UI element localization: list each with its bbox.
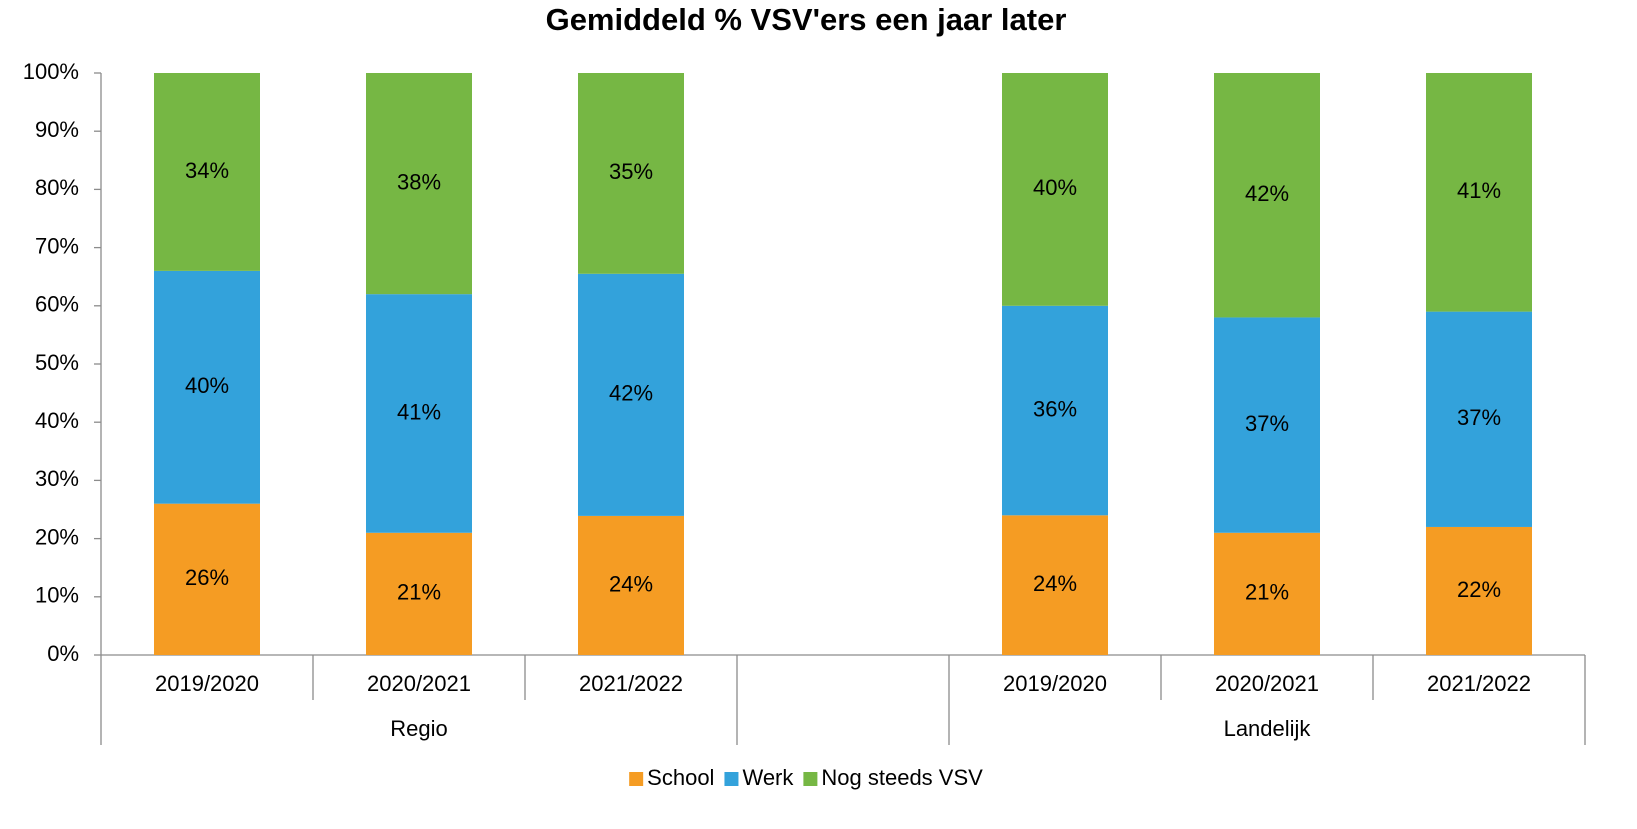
y-tick-label: 80% xyxy=(35,175,79,200)
bar-segment xyxy=(1002,515,1108,655)
y-tick-label: 50% xyxy=(35,350,79,375)
value-label: 41% xyxy=(397,399,441,424)
bar-segment xyxy=(1426,526,1532,655)
value-label: 38% xyxy=(397,169,441,194)
chart-title: Gemiddeld % VSV'ers een jaar later xyxy=(546,2,1067,37)
legend-label: Nog steeds VSV xyxy=(821,765,983,790)
value-label: 37% xyxy=(1457,405,1501,430)
bar-segment xyxy=(1002,73,1108,306)
bar-segment xyxy=(1002,305,1108,516)
legend-label: School xyxy=(647,765,714,790)
group-label: Landelijk xyxy=(1224,716,1312,741)
value-label: 35% xyxy=(609,159,653,184)
bar-segment xyxy=(1214,317,1320,533)
bar-segment xyxy=(154,270,260,504)
y-tick-label: 40% xyxy=(35,408,79,433)
y-tick-label: 90% xyxy=(35,117,79,142)
y-tick-label: 70% xyxy=(35,233,79,258)
group-label: Regio xyxy=(390,716,447,741)
legend-swatch xyxy=(724,772,739,786)
y-tick-label: 100% xyxy=(23,59,79,84)
y-tick-label: 0% xyxy=(47,641,79,666)
value-label: 42% xyxy=(1245,181,1289,206)
value-label: 24% xyxy=(609,571,653,596)
value-label: 37% xyxy=(1245,411,1289,436)
value-label: 34% xyxy=(185,158,229,183)
bar-segment xyxy=(154,73,260,271)
value-label: 42% xyxy=(609,381,653,406)
bar-segment xyxy=(1426,311,1532,527)
value-label: 40% xyxy=(1033,175,1077,200)
bar-segment xyxy=(578,515,684,655)
y-tick-label: 60% xyxy=(35,292,79,317)
x-tick-label: 2019/2020 xyxy=(1003,671,1107,696)
y-tick-label: 20% xyxy=(35,524,79,549)
x-tick-label: 2021/2022 xyxy=(1427,671,1531,696)
value-label: 24% xyxy=(1033,571,1077,596)
legend-swatch xyxy=(803,772,818,786)
y-tick-label: 30% xyxy=(35,466,79,491)
value-label: 41% xyxy=(1457,178,1501,203)
bar-segment xyxy=(366,294,472,533)
value-label: 22% xyxy=(1457,577,1501,602)
bar-segment xyxy=(366,73,472,295)
bar-segment xyxy=(1214,532,1320,655)
bar-segment xyxy=(1214,73,1320,318)
bar-segment xyxy=(578,273,684,516)
value-label: 40% xyxy=(185,373,229,398)
y-tick-label: 10% xyxy=(35,583,79,608)
x-tick-label: 2020/2021 xyxy=(1215,671,1319,696)
legend-label: Werk xyxy=(742,765,794,790)
x-tick-label: 2020/2021 xyxy=(367,671,471,696)
bar-segment xyxy=(366,532,472,655)
value-label: 36% xyxy=(1033,396,1077,421)
legend-swatch xyxy=(629,772,644,786)
value-label: 21% xyxy=(1245,580,1289,605)
bar-segment xyxy=(578,73,684,274)
value-label: 26% xyxy=(185,565,229,590)
bar-segment xyxy=(1426,73,1532,312)
x-tick-label: 2019/2020 xyxy=(155,671,259,696)
x-tick-label: 2021/2022 xyxy=(579,671,683,696)
bar-segment xyxy=(154,503,260,655)
value-label: 21% xyxy=(397,580,441,605)
